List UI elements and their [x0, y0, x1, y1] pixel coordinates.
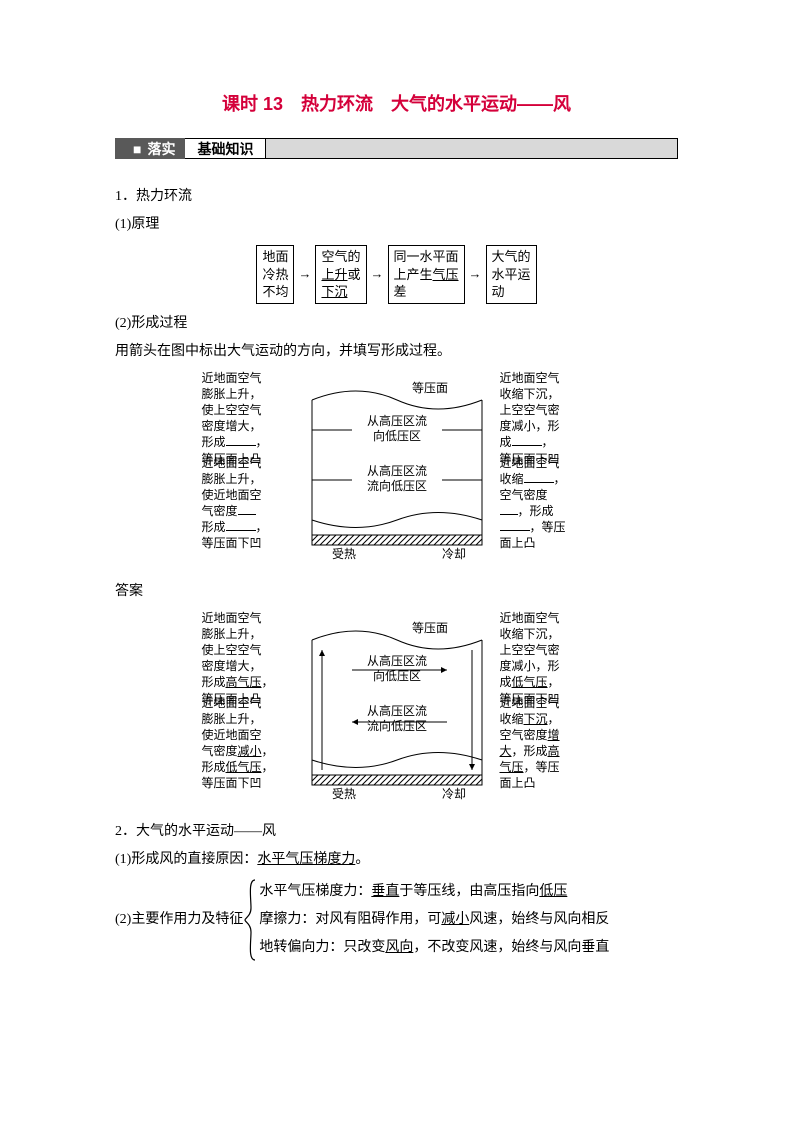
svg-text:等压面: 等压面	[412, 381, 448, 395]
bar-mid-label: 基础知识	[185, 138, 266, 159]
flow-box-2: 空气的 上升或 下沉	[315, 245, 366, 304]
sub-1-1: (1)原理	[115, 211, 678, 239]
diagram-svg: 从高压区流 向低压区 从高压区流 流向低压区 等压面 受热 冷却	[297, 370, 497, 574]
diagram-answer: 近地面空气 膨胀上升， 使上空空气 密度增大， 形成高气压， 等压面上凸 近地面…	[115, 610, 678, 810]
label-right-bottom: 近地面空气 收缩下沉， 空气密度增 大，形成高 气压，等压 面上凸	[500, 695, 592, 792]
heading-2: 2．大气的水平运动——风	[115, 818, 678, 846]
flow-box-4: 大气的 水平运 动	[486, 245, 537, 304]
bar-left-label: 落实	[147, 139, 175, 159]
svg-text:冷却: 冷却	[442, 787, 466, 801]
section-bar: ■ 落实 基础知识	[115, 138, 678, 159]
flow-box-1: 地面 冷热 不均	[256, 245, 294, 304]
brace-label: (2)主要作用力及特征	[115, 878, 243, 962]
heading-1: 1．热力环流	[115, 183, 678, 211]
bar-rest	[266, 138, 678, 159]
svg-text:受热: 受热	[332, 787, 356, 801]
page: 课时 13 热力环流 大气的水平运动——风 ■ 落实 基础知识 1．热力环流 (…	[0, 0, 793, 1022]
arrow-icon: →	[367, 261, 388, 287]
lesson-title: 课时 13 热力环流 大气的水平运动——风	[115, 90, 678, 116]
svg-text:等压面: 等压面	[412, 621, 448, 635]
flow-box-3: 同一水平面 上产生气压 差	[388, 245, 465, 304]
label-left-top: 近地面空气 膨胀上升， 使上空空气 密度增大， 形成， 等压面上凸	[202, 370, 292, 467]
svg-text:流向低压区: 流向低压区	[366, 478, 426, 493]
bar-dark: ■ 落实	[115, 138, 185, 159]
sub-1-2: (2)形成过程	[115, 310, 678, 338]
brace-lines: 水平气压梯度力：垂直于等压线，由高压指向低压 摩擦力：对风有阻碍作用，可减小风速…	[257, 878, 609, 962]
label-left-bottom: 近地面空气 膨胀上升， 使近地面空 气密度 形成， 等压面下凹	[202, 455, 292, 552]
sub-2-1: (1)形成风的直接原因：水平气压梯度力。	[115, 846, 678, 874]
svg-text:冷却: 冷却	[442, 547, 466, 561]
svg-text:流向低压区: 流向低压区	[366, 718, 426, 733]
label-left-top: 近地面空气 膨胀上升， 使上空空气 密度增大， 形成高气压， 等压面上凸	[202, 610, 292, 707]
diagram-svg: 从高压区流 向低压区 从高压区流 流向低压区 等压面 受热 冷却	[297, 610, 497, 814]
square-icon: ■	[133, 141, 141, 157]
svg-text:从高压区流: 从高压区流	[366, 653, 426, 668]
answer-label: 答案	[115, 578, 678, 606]
brace-block: (2)主要作用力及特征 水平气压梯度力：垂直于等压线，由高压指向低压 摩擦力：对…	[115, 878, 678, 962]
content: 1．热力环流 (1)原理 地面 冷热 不均 → 空气的 上升或 下沉 → 同一水…	[115, 183, 678, 962]
svg-text:从高压区流: 从高压区流	[366, 703, 426, 718]
label-left-bottom: 近地面空气 膨胀上升， 使近地面空 气密度减小， 形成低气压， 等压面下凹	[202, 695, 292, 792]
label-right-top: 近地面空气 收缩下沉， 上空空气密 度减小，形 成， 等压面下凹	[500, 370, 592, 467]
arrow-icon: →	[465, 261, 486, 287]
brace-icon	[243, 878, 257, 962]
diagram-blank: 近地面空气 膨胀上升， 使上空空气 密度增大， 形成， 等压面上凸 近地面空气 …	[115, 370, 678, 570]
label-right-bottom: 近地面空气 收缩， 空气密度 ，形成 ，等压 面上凸	[500, 455, 592, 552]
svg-text:从高压区流: 从高压区流	[366, 463, 426, 478]
principle-flow: 地面 冷热 不均 → 空气的 上升或 下沉 → 同一水平面 上产生气压 差 → …	[115, 245, 678, 304]
svg-text:从高压区流: 从高压区流	[366, 413, 426, 428]
svg-text:向低压区: 向低压区	[372, 428, 420, 443]
svg-text:受热: 受热	[332, 547, 356, 561]
sub-1-2-text: 用箭头在图中标出大气运动的方向，并填写形成过程。	[115, 338, 678, 366]
arrow-icon: →	[294, 261, 315, 287]
label-right-top: 近地面空气 收缩下沉， 上空空气密 度减小，形 成低气压， 等压面下凹	[500, 610, 592, 707]
